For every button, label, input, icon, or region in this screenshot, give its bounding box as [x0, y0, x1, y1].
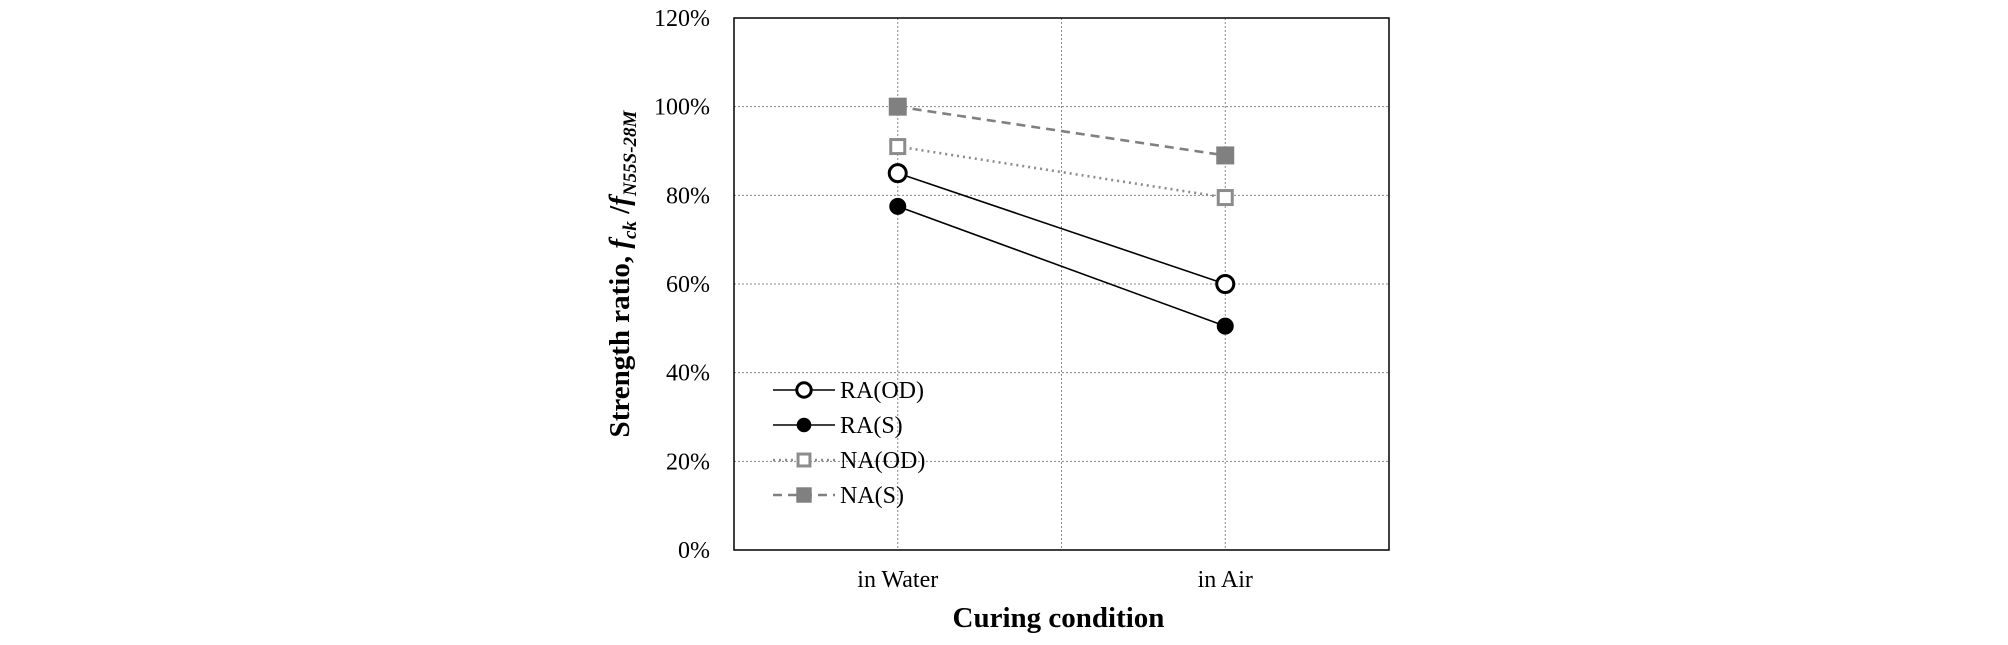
- y-axis-title-sub2: N55S-28M: [620, 109, 641, 197]
- legend-label: NA(S): [840, 483, 904, 509]
- data-point: [796, 452, 812, 468]
- data-point: [887, 163, 908, 184]
- series-group: [887, 97, 1236, 335]
- legend-item: NA(OD): [773, 448, 925, 474]
- legend-label: NA(OD): [840, 448, 925, 474]
- grid-lines: [734, 18, 1389, 550]
- x-tick-label: in Water: [857, 567, 938, 593]
- y-axis-title-sub1: ck: [620, 221, 641, 239]
- y-tick-label: 20%: [666, 449, 710, 475]
- plot-area: [733, 17, 1390, 551]
- y-tick-label: 60%: [666, 272, 710, 298]
- x-axis-ticks: in Water in Air: [857, 567, 1253, 593]
- series-line: [897, 145, 1226, 199]
- y-tick-label: 120%: [654, 6, 710, 32]
- data-point: [1216, 146, 1235, 165]
- series-line: [897, 205, 1226, 327]
- legend-item: RA(S): [773, 413, 903, 439]
- y-tick-label: 100%: [654, 95, 710, 121]
- x-tick-label: in Air: [1198, 567, 1253, 593]
- data-point: [796, 417, 812, 433]
- legend-label: RA(OD): [840, 378, 924, 404]
- legend-item: NA(S): [773, 483, 904, 509]
- y-tick-label: 80%: [666, 183, 710, 209]
- legend-item: RA(OD): [773, 378, 924, 404]
- y-tick-label: 40%: [666, 361, 710, 387]
- series-line: [897, 172, 1226, 285]
- x-axis-title: Curing condition: [953, 602, 1165, 634]
- data-point: [1216, 317, 1234, 335]
- data-point: [889, 138, 907, 156]
- legend: RA(OD) RA(S) NA(OD) NA(S): [773, 378, 925, 509]
- data-point: [1216, 189, 1234, 207]
- data-point: [888, 97, 907, 116]
- data-point: [795, 381, 813, 399]
- series-1: [889, 197, 1234, 335]
- series-2: [889, 138, 1234, 207]
- data-point: [889, 197, 907, 215]
- series-3: [888, 97, 1235, 165]
- y-axis-title-main: Strength ratio,: [604, 249, 636, 438]
- series-line: [897, 105, 1226, 157]
- y-axis-title-sep: /: [604, 205, 636, 221]
- y-axis-ticks: 0% 20% 40% 60% 80% 100% 120%: [654, 6, 710, 564]
- y-tick-label: 0%: [678, 538, 710, 564]
- legend-label: RA(S): [840, 413, 903, 439]
- series-0: [887, 163, 1236, 294]
- y-axis-title: Strength ratio, fck /fN55S-28M: [604, 109, 641, 437]
- data-point: [1215, 274, 1236, 294]
- data-point: [796, 487, 812, 503]
